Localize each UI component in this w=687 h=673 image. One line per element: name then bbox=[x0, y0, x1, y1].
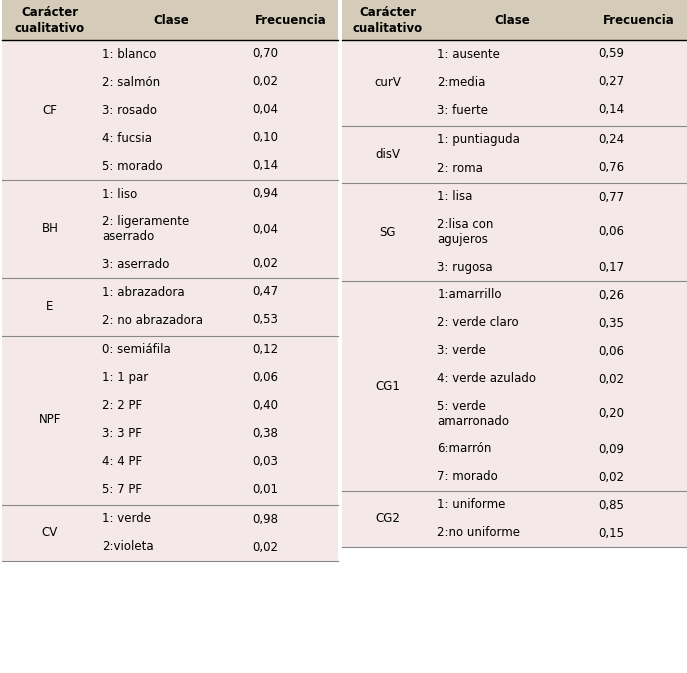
Text: 1: verde: 1: verde bbox=[102, 513, 150, 526]
Text: 3: rosado: 3: rosado bbox=[102, 104, 157, 116]
Text: 0,40: 0,40 bbox=[252, 399, 278, 412]
Text: 2: 2 PF: 2: 2 PF bbox=[102, 399, 142, 412]
Text: 0,14: 0,14 bbox=[252, 160, 278, 172]
Text: 0,53: 0,53 bbox=[252, 314, 278, 326]
Text: 1:amarrillo: 1:amarrillo bbox=[438, 289, 502, 302]
Text: 0,06: 0,06 bbox=[252, 371, 278, 384]
Text: 0,02: 0,02 bbox=[598, 372, 624, 386]
Text: 2:violeta: 2:violeta bbox=[102, 540, 153, 553]
Text: 0,06: 0,06 bbox=[598, 345, 624, 357]
Text: 2: salmón: 2: salmón bbox=[102, 75, 160, 89]
Text: 4: verde azulado: 4: verde azulado bbox=[438, 372, 537, 386]
Text: 0,02: 0,02 bbox=[252, 75, 278, 89]
Bar bbox=[342, 183, 687, 281]
Text: 2:no uniforme: 2:no uniforme bbox=[438, 526, 521, 540]
Text: 0,14: 0,14 bbox=[598, 104, 624, 116]
Text: 3: rugosa: 3: rugosa bbox=[438, 260, 493, 273]
Text: 0,06: 0,06 bbox=[598, 225, 624, 238]
Text: 0,01: 0,01 bbox=[252, 483, 278, 496]
Text: 1: abrazadora: 1: abrazadora bbox=[102, 285, 184, 299]
Text: 1: ausente: 1: ausente bbox=[438, 48, 500, 61]
Text: SG: SG bbox=[379, 225, 396, 238]
Text: 3: 3 PF: 3: 3 PF bbox=[102, 427, 142, 440]
Text: 5: morado: 5: morado bbox=[102, 160, 162, 172]
Text: 2:lisa con
agujeros: 2:lisa con agujeros bbox=[438, 218, 494, 246]
Text: 0,15: 0,15 bbox=[598, 526, 624, 540]
Text: 0,10: 0,10 bbox=[252, 131, 278, 145]
Text: 7: morado: 7: morado bbox=[438, 470, 498, 483]
Text: 4: fucsia: 4: fucsia bbox=[102, 131, 152, 145]
Bar bbox=[2, 336, 338, 505]
Bar bbox=[2, 505, 338, 561]
Text: 5: 7 PF: 5: 7 PF bbox=[102, 483, 142, 496]
Text: 0,26: 0,26 bbox=[598, 289, 624, 302]
Text: 5: verde
amarronado: 5: verde amarronado bbox=[438, 400, 510, 428]
Text: CF: CF bbox=[43, 104, 57, 116]
Text: 0,20: 0,20 bbox=[598, 407, 624, 421]
Text: 6:marrón: 6:marrón bbox=[438, 443, 492, 456]
Text: Carácter
cualitativo: Carácter cualitativo bbox=[352, 5, 423, 34]
Text: 0: semiáfila: 0: semiáfila bbox=[102, 343, 170, 356]
Text: 0,17: 0,17 bbox=[598, 260, 624, 273]
Text: Frecuencia: Frecuencia bbox=[602, 13, 675, 26]
Text: 0,70: 0,70 bbox=[252, 48, 278, 61]
Text: E: E bbox=[46, 299, 54, 312]
Text: 2:media: 2:media bbox=[438, 75, 486, 89]
Bar bbox=[342, 126, 687, 183]
Text: 0,85: 0,85 bbox=[598, 499, 624, 511]
Bar bbox=[342, 0, 687, 40]
Text: 1: 1 par: 1: 1 par bbox=[102, 371, 148, 384]
Text: 0,76: 0,76 bbox=[598, 162, 624, 174]
Bar bbox=[342, 281, 687, 491]
Text: 1: liso: 1: liso bbox=[102, 188, 137, 201]
Text: 1: lisa: 1: lisa bbox=[438, 190, 473, 203]
Text: 0,98: 0,98 bbox=[252, 513, 278, 526]
Text: 0,24: 0,24 bbox=[598, 133, 624, 147]
Text: 0,59: 0,59 bbox=[598, 48, 624, 61]
Text: 2: ligeramente
aserrado: 2: ligeramente aserrado bbox=[102, 215, 189, 243]
Bar bbox=[2, 180, 338, 278]
Text: 3: aserrado: 3: aserrado bbox=[102, 258, 169, 271]
Text: 0,12: 0,12 bbox=[252, 343, 278, 356]
Text: Carácter
cualitativo: Carácter cualitativo bbox=[15, 5, 85, 34]
Text: 0,04: 0,04 bbox=[252, 223, 278, 236]
Bar bbox=[342, 40, 687, 126]
Text: 0,35: 0,35 bbox=[598, 316, 624, 330]
Text: 0,27: 0,27 bbox=[598, 75, 624, 89]
Bar bbox=[2, 40, 338, 180]
Text: 0,02: 0,02 bbox=[252, 540, 278, 553]
Text: CG2: CG2 bbox=[375, 513, 400, 526]
Text: 2: verde claro: 2: verde claro bbox=[438, 316, 519, 330]
Text: Clase: Clase bbox=[494, 13, 530, 26]
Text: CG1: CG1 bbox=[375, 380, 400, 392]
Text: NPF: NPF bbox=[38, 413, 61, 426]
Text: Frecuencia: Frecuencia bbox=[255, 13, 327, 26]
Text: 1: puntiaguda: 1: puntiaguda bbox=[438, 133, 520, 147]
Bar bbox=[2, 0, 338, 40]
Text: CV: CV bbox=[42, 526, 58, 540]
Text: 0,94: 0,94 bbox=[252, 188, 278, 201]
Text: 0,09: 0,09 bbox=[598, 443, 624, 456]
Text: 0,47: 0,47 bbox=[252, 285, 278, 299]
Text: 2: roma: 2: roma bbox=[438, 162, 483, 174]
Bar bbox=[2, 278, 338, 336]
Text: 0,38: 0,38 bbox=[252, 427, 278, 440]
Text: Clase: Clase bbox=[153, 13, 189, 26]
Text: 0,04: 0,04 bbox=[252, 104, 278, 116]
Text: 1: blanco: 1: blanco bbox=[102, 48, 156, 61]
Text: curV: curV bbox=[374, 75, 401, 89]
Text: disV: disV bbox=[375, 147, 401, 160]
Text: 0,77: 0,77 bbox=[598, 190, 624, 203]
Text: 4: 4 PF: 4: 4 PF bbox=[102, 455, 142, 468]
Text: 0,03: 0,03 bbox=[252, 455, 278, 468]
Text: 2: no abrazadora: 2: no abrazadora bbox=[102, 314, 203, 326]
Bar bbox=[342, 491, 687, 547]
Text: 0,02: 0,02 bbox=[252, 258, 278, 271]
Text: 0,02: 0,02 bbox=[598, 470, 624, 483]
Text: 1: uniforme: 1: uniforme bbox=[438, 499, 506, 511]
Text: BH: BH bbox=[41, 223, 58, 236]
Text: 3: verde: 3: verde bbox=[438, 345, 486, 357]
Text: 3: fuerte: 3: fuerte bbox=[438, 104, 488, 116]
